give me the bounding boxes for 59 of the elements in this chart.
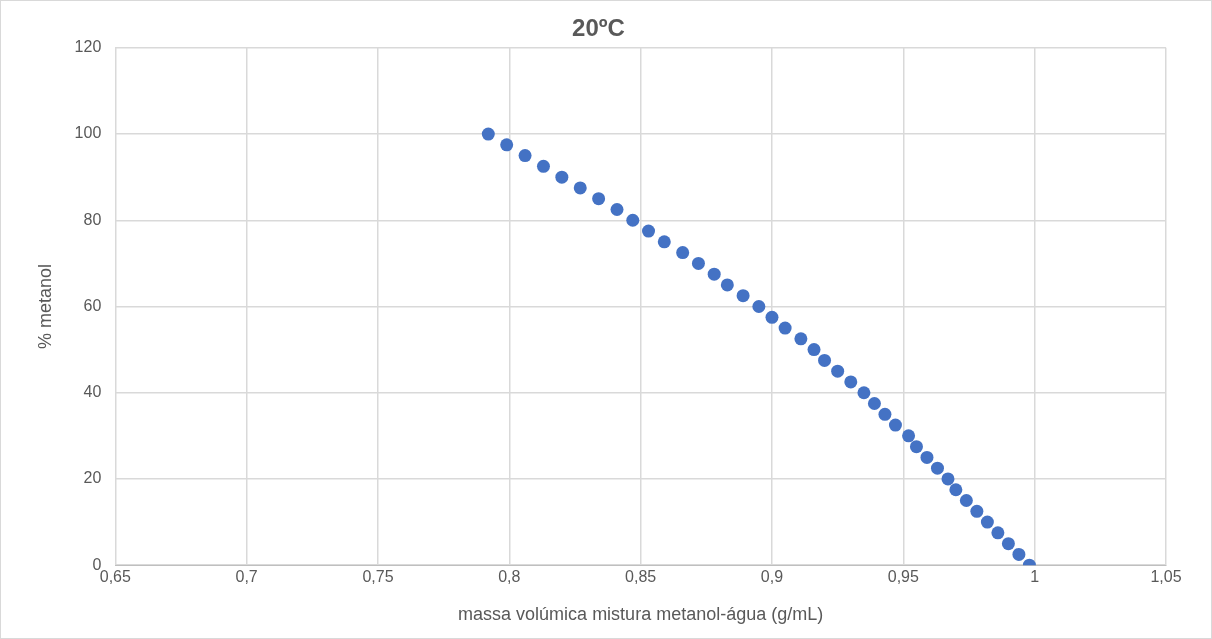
point: [941, 472, 955, 486]
point: [736, 289, 750, 303]
point: [902, 429, 916, 443]
point: [518, 149, 532, 163]
point: [752, 300, 766, 313]
y-tick-label: 60: [83, 296, 102, 314]
x-tick-label: 0,85: [625, 568, 657, 586]
point: [909, 440, 923, 454]
x-tick-label: 0,7: [235, 568, 258, 586]
point: [676, 246, 690, 260]
point: [592, 192, 606, 206]
x-axis-title: massa volúmica mistura metanol-água (g/mL): [458, 604, 824, 625]
point: [794, 332, 808, 346]
point: [857, 386, 871, 400]
point: [500, 138, 514, 152]
x-tick-label: 0,95: [887, 568, 919, 586]
point: [991, 526, 1005, 540]
point: [555, 170, 569, 184]
y-tick-label: 0: [92, 555, 102, 573]
point: [980, 515, 994, 529]
chart-title: 20ºC: [572, 14, 625, 42]
point: [888, 418, 902, 432]
point: [807, 343, 821, 357]
y-axis-title: % metanol: [34, 263, 55, 350]
point: [818, 353, 832, 367]
y-tick-label: 20: [83, 469, 102, 487]
point: [930, 461, 944, 475]
point: [610, 202, 624, 216]
point: [642, 224, 656, 238]
point: [657, 235, 671, 249]
y-tick-label: 40: [83, 383, 102, 401]
point: [920, 450, 934, 464]
point: [878, 407, 892, 421]
point: [765, 310, 779, 324]
point: [844, 375, 858, 389]
y-tick-label: 100: [74, 124, 102, 142]
x-tick-label: 1,05: [1150, 568, 1182, 586]
point: [707, 267, 721, 281]
point: [1012, 547, 1026, 561]
point: [691, 256, 705, 270]
point: [831, 364, 845, 378]
y-tick-label: 120: [74, 38, 102, 56]
point: [481, 127, 495, 141]
x-tick-label: 0,75: [362, 568, 394, 586]
point: [970, 504, 984, 518]
x-tick-label: 1: [1030, 568, 1040, 586]
point: [720, 278, 734, 292]
x-tick-label: 0,9: [760, 568, 784, 586]
point: [949, 483, 963, 497]
point: [778, 321, 792, 335]
point: [867, 397, 881, 411]
point: [626, 213, 640, 227]
x-tick-label: 0,8: [498, 568, 521, 586]
y-tick-label: 80: [83, 210, 102, 228]
point: [1001, 537, 1015, 551]
x-tick-label: 0,65: [99, 568, 131, 586]
point: [573, 181, 587, 195]
point: [536, 159, 550, 173]
point: [959, 494, 973, 508]
